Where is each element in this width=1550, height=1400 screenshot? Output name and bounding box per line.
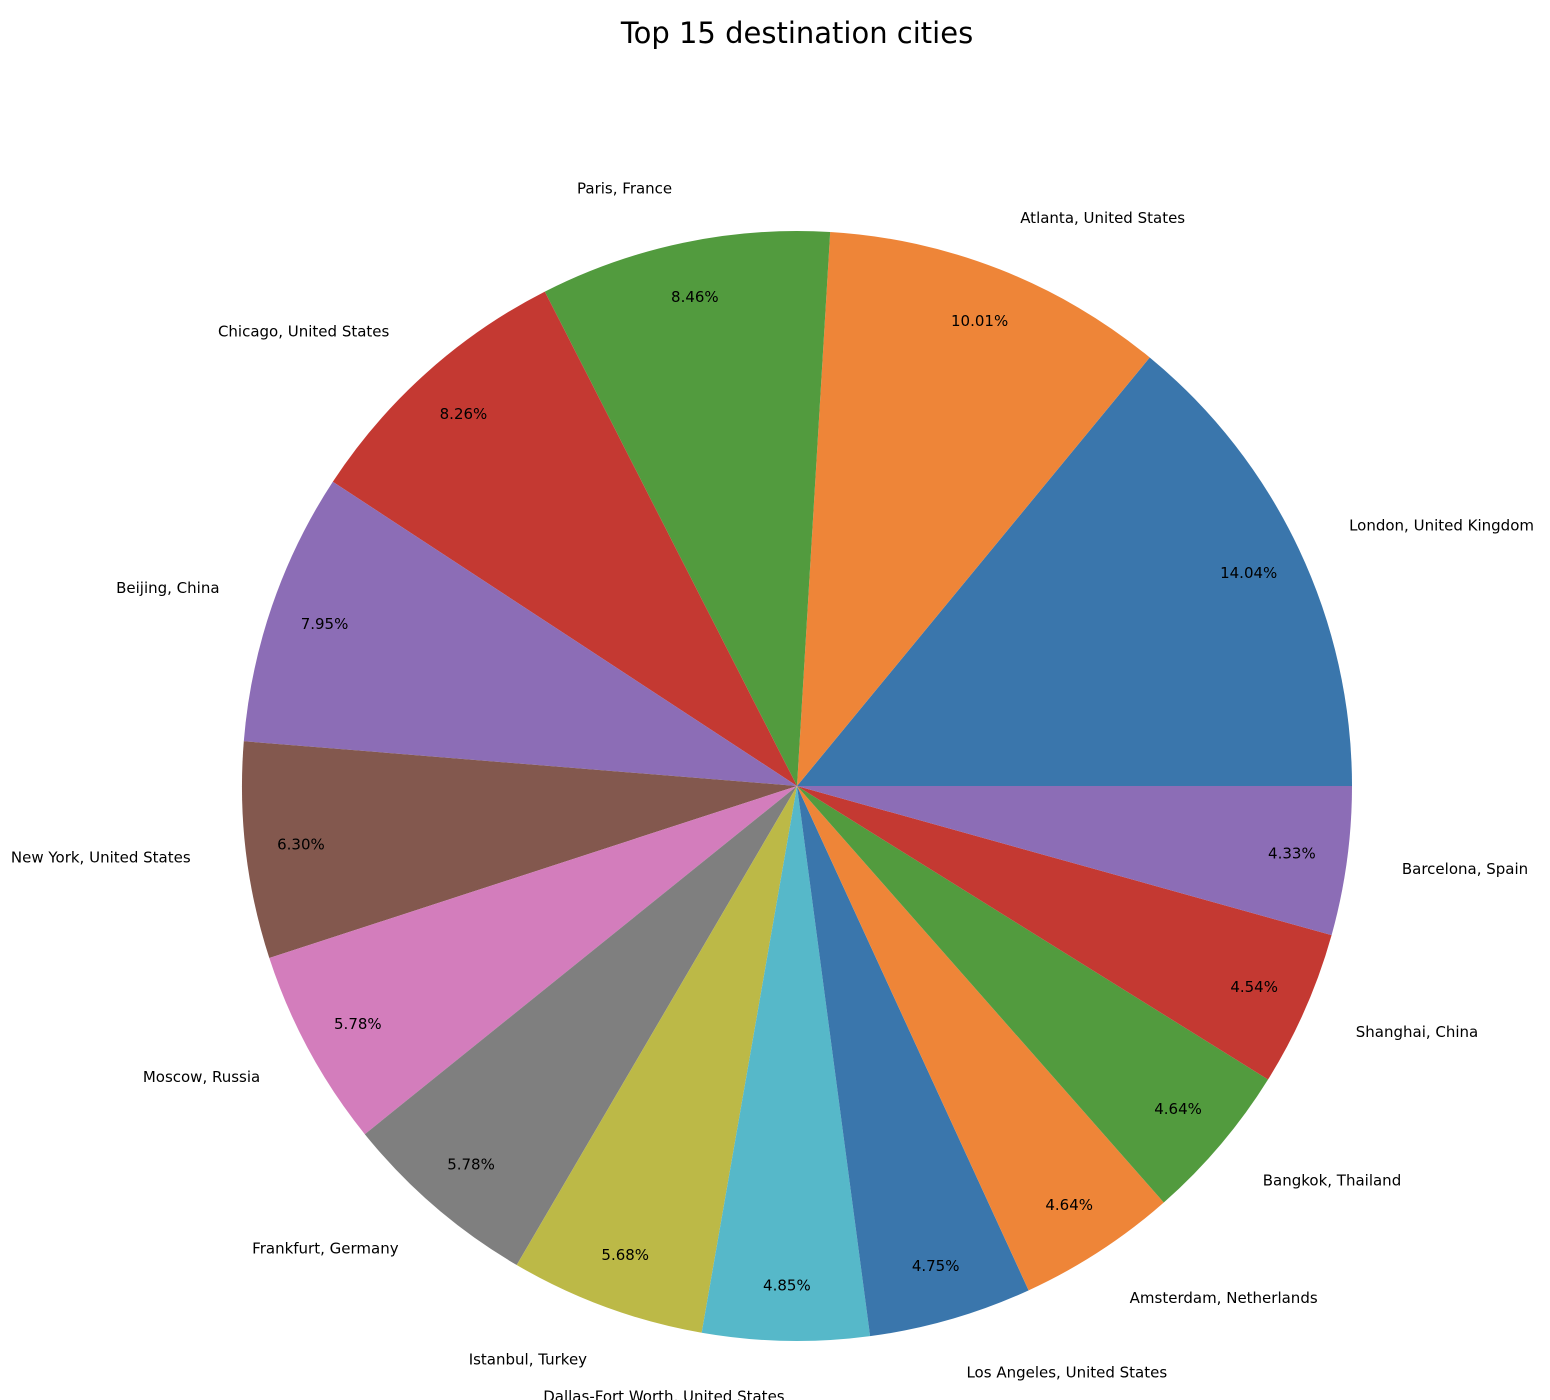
slice-percent-label: 4.75% bbox=[912, 1257, 960, 1275]
slice-percent-label: 8.26% bbox=[440, 405, 488, 423]
pie-slice bbox=[242, 741, 797, 958]
slice-category-label: Moscow, Russia bbox=[143, 1068, 260, 1086]
slice-percent-label: 14.04% bbox=[1220, 564, 1277, 582]
pie-slice bbox=[797, 231, 1150, 787]
slice-percent-label: 8.46% bbox=[671, 288, 719, 306]
slice-percent-label: 7.95% bbox=[301, 615, 349, 633]
slice-percent-label: 10.01% bbox=[951, 312, 1008, 330]
slice-percent-label: 4.85% bbox=[763, 1276, 811, 1294]
slice-percent-label: 4.54% bbox=[1230, 978, 1278, 996]
pie-slices bbox=[242, 231, 1352, 1342]
slice-category-label: Barcelona, Spain bbox=[1402, 860, 1528, 878]
pie-slice bbox=[516, 786, 797, 1333]
pie-slice bbox=[797, 786, 1269, 1203]
slice-percent-label: 6.30% bbox=[277, 835, 325, 853]
slice-category-label: Paris, France bbox=[577, 179, 672, 197]
slice-category-label: Bangkok, Thailand bbox=[1263, 1172, 1401, 1190]
slice-category-label: Shanghai, China bbox=[1356, 1023, 1479, 1041]
slice-category-label: Amsterdam, Netherlands bbox=[1130, 1289, 1318, 1307]
pie-slice bbox=[269, 786, 798, 1135]
pie-slice bbox=[544, 231, 831, 786]
slice-percent-label: 5.78% bbox=[447, 1155, 495, 1173]
pie-slice bbox=[797, 786, 1332, 1080]
slice-category-label: London, United Kingdom bbox=[1349, 516, 1534, 534]
chart-title: Top 15 destination cities bbox=[620, 16, 973, 50]
slice-category-label: Dallas-Fort Worth, United States bbox=[543, 1387, 785, 1400]
pie-slice bbox=[797, 357, 1352, 786]
slice-category-label: Atlanta, United States bbox=[1020, 209, 1185, 227]
slice-category-label: Beijing, China bbox=[116, 579, 219, 597]
pie-slice bbox=[701, 786, 871, 1342]
slice-category-label: New York, United States bbox=[11, 848, 191, 866]
slice-percent-label: 5.78% bbox=[334, 1015, 382, 1033]
slice-percent-label: 4.64% bbox=[1154, 1100, 1202, 1118]
slice-percent-label: 5.68% bbox=[601, 1246, 649, 1264]
pie-slice bbox=[797, 786, 1352, 936]
pie-slice bbox=[797, 786, 1164, 1291]
slice-category-label: Los Angeles, United States bbox=[966, 1364, 1167, 1382]
pie-slice bbox=[364, 786, 797, 1266]
slice-category-label: Istanbul, Turkey bbox=[469, 1350, 587, 1368]
slice-labels: 14.04% London, United Kingdom 10.01% Atlant… bbox=[11, 179, 1534, 1400]
pie-slice bbox=[332, 291, 797, 786]
slice-category-label: Chicago, United States bbox=[218, 323, 390, 341]
slice-category-label: Frankfurt, Germany bbox=[252, 1240, 399, 1258]
slice-percent-label: 4.64% bbox=[1045, 1196, 1093, 1214]
pie-slice bbox=[243, 481, 797, 786]
slice-percent-label: 4.33% bbox=[1268, 845, 1316, 863]
pie-slice bbox=[797, 786, 1029, 1337]
